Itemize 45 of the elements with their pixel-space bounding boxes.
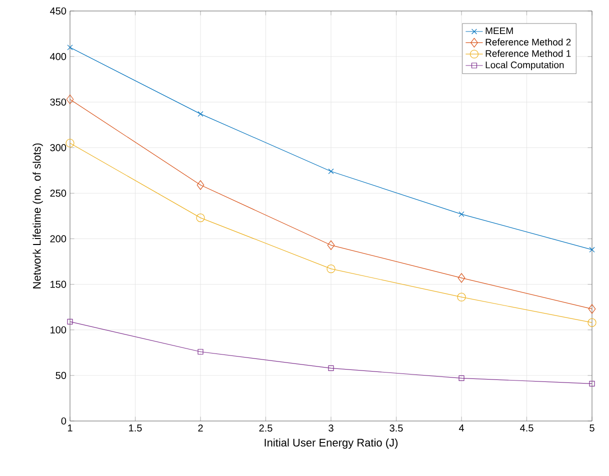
y-tick-label: 400 — [50, 53, 66, 60]
y-tick-label: 150 — [50, 280, 66, 288]
x-tick-label: 4 — [458, 424, 464, 432]
x-tick-label: 3 — [328, 424, 334, 432]
legend-label: MEEM — [486, 27, 513, 34]
point — [327, 240, 335, 250]
point — [589, 246, 595, 252]
point — [66, 94, 74, 104]
x-tick-label: 3.5 — [390, 424, 403, 432]
x-tick-label: 1 — [68, 424, 72, 432]
x-tick-label: 4.5 — [520, 424, 534, 432]
y-tick-label: 100 — [50, 326, 66, 334]
point — [457, 292, 466, 302]
legend-label: Reference Method 1 — [486, 50, 571, 57]
point — [328, 168, 334, 174]
point — [66, 138, 74, 148]
y-tick-label: 450 — [50, 7, 66, 15]
point — [67, 318, 73, 324]
y-tick-label: 350 — [50, 98, 66, 106]
point — [67, 44, 73, 50]
point — [458, 273, 466, 283]
point — [198, 348, 204, 355]
y-tick-label: 250 — [50, 190, 66, 197]
x-tick-label: 1.5 — [129, 424, 142, 432]
point — [196, 214, 205, 222]
x-tick-label: 2.5 — [259, 424, 272, 432]
point — [328, 365, 334, 371]
legend-label: Local Computation — [486, 61, 564, 70]
point — [458, 375, 464, 381]
point — [458, 211, 464, 217]
y-tick-label: 300 — [50, 144, 66, 152]
legend-label: Reference Method 2 — [486, 38, 571, 46]
x-tick-label: 2 — [198, 424, 203, 432]
x-tick-label: 5 — [590, 424, 594, 432]
y-axis-title: Network Lifetime (no. of slots) — [32, 143, 43, 288]
point — [326, 264, 336, 274]
x-axis-title: Initial User Energy Ratio (J) — [264, 438, 398, 449]
y-tick-label: 0 — [61, 417, 66, 425]
y-tick-label: 200 — [50, 235, 66, 242]
point — [589, 380, 595, 386]
y-tick-label: 50 — [56, 372, 66, 379]
point — [588, 304, 596, 314]
point — [588, 318, 596, 327]
point — [198, 111, 204, 117]
point — [196, 180, 204, 190]
